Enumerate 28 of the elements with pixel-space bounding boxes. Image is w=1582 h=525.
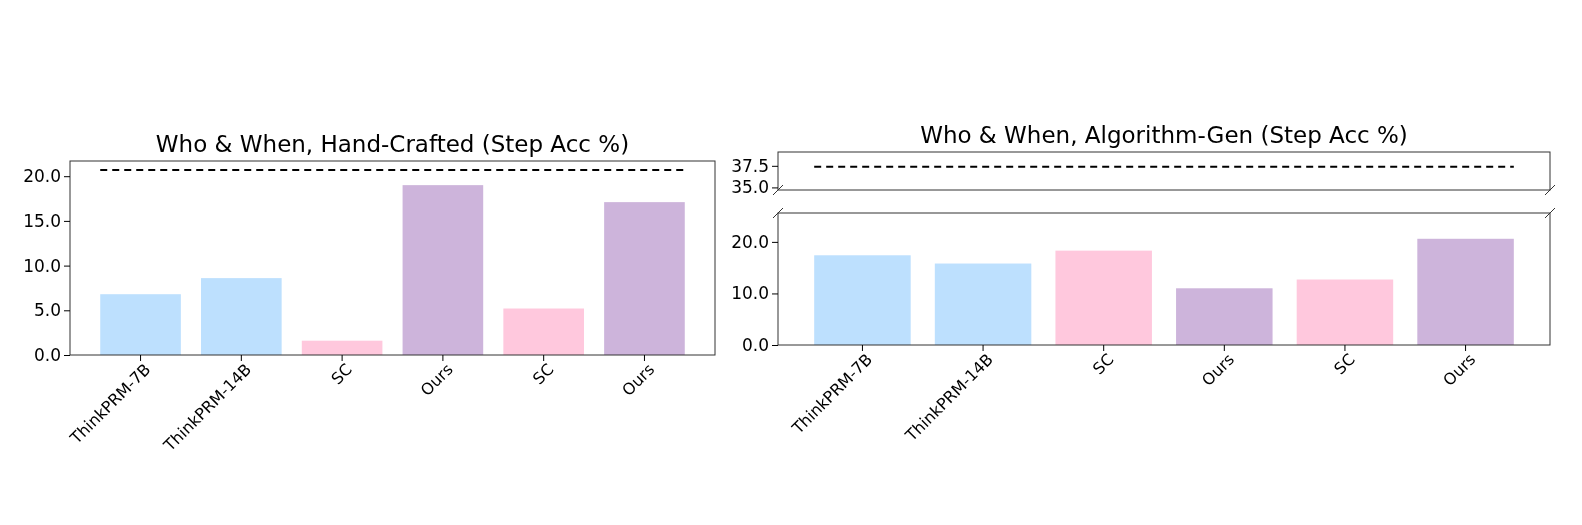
y-tick-label: 10.0	[731, 283, 769, 304]
y-tick-label: 5.0	[33, 300, 61, 321]
y-tick-label: 0.0	[741, 334, 769, 355]
chart-title: Who & When, Algorithm-Gen (Step Acc %)	[920, 122, 1408, 148]
y-tick-label: 37.5	[731, 155, 769, 176]
x-tick-label: SC	[1330, 349, 1359, 379]
bar	[1055, 250, 1152, 345]
y-tick-label: 10.0	[23, 255, 61, 276]
y-tick-label: 15.0	[23, 210, 61, 231]
x-tick-label: SC	[528, 359, 558, 389]
bar	[1417, 238, 1514, 345]
y-tick-label: 20.0	[23, 166, 61, 187]
bar	[201, 278, 282, 355]
bar	[503, 308, 584, 355]
bar	[301, 340, 383, 355]
bar	[1176, 288, 1273, 345]
x-tick-label: SC	[1088, 349, 1118, 379]
x-tick-label: SC	[327, 359, 356, 389]
chart-title: Who & When, Hand-Crafted (Step Acc %)	[155, 131, 630, 157]
bar	[1296, 279, 1394, 345]
bar	[604, 202, 685, 355]
bar	[402, 185, 484, 355]
y-tick-label: 0.0	[33, 344, 61, 365]
y-tick-label: 20.0	[731, 231, 769, 252]
bar	[814, 255, 911, 345]
bar	[100, 294, 181, 355]
bar	[934, 263, 1032, 345]
y-tick-label: 35.0	[731, 177, 769, 198]
